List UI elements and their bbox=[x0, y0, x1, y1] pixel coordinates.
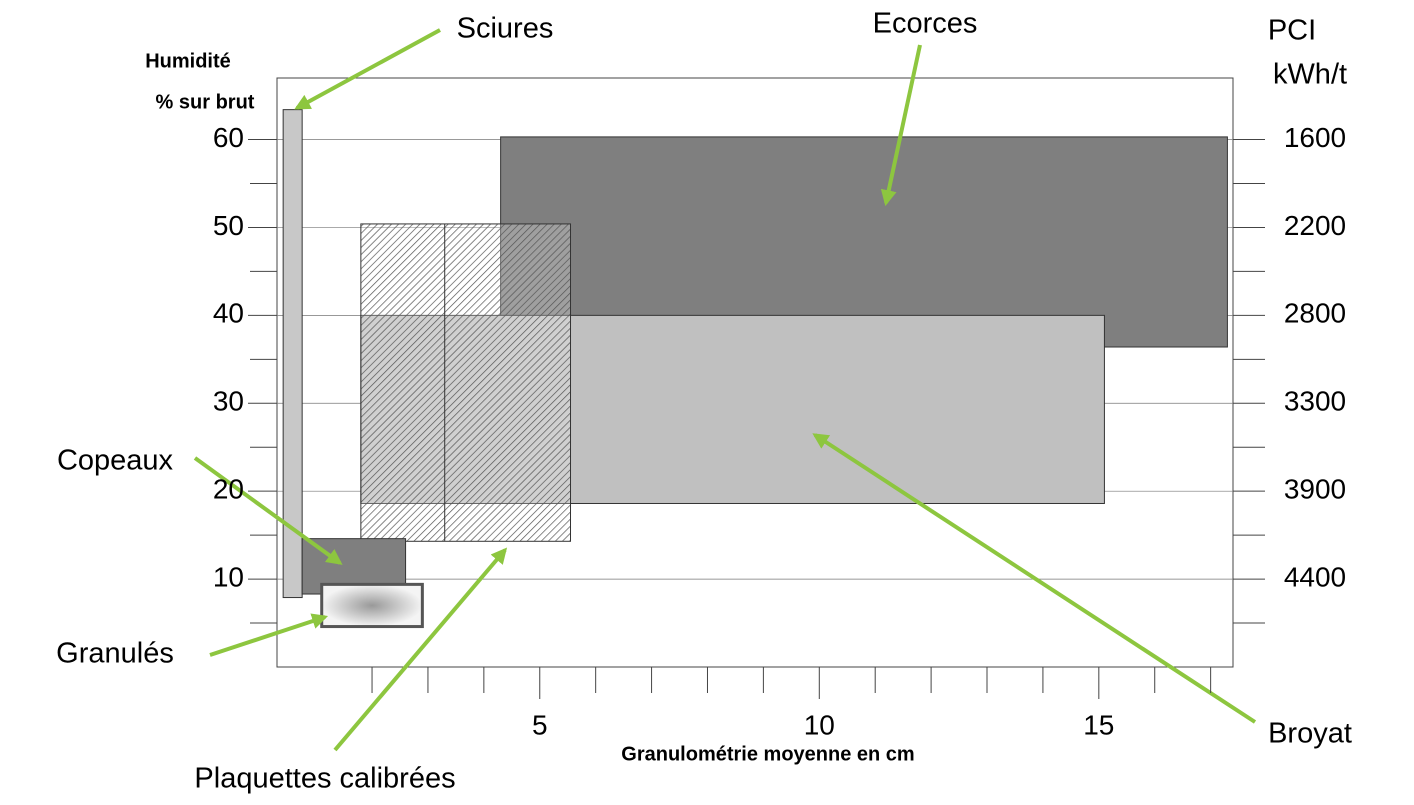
arrow bbox=[812, 433, 1257, 724]
y-tick-label: 60 bbox=[213, 122, 244, 153]
range-box bbox=[500, 136, 1228, 348]
y2-title: kWh/t bbox=[1273, 59, 1347, 91]
y-tick-label: 10 bbox=[213, 561, 244, 592]
y-tick-label: 50 bbox=[213, 210, 244, 241]
y-title: Humidité bbox=[145, 50, 231, 72]
y2-title: PCI bbox=[1268, 15, 1316, 47]
arrow bbox=[880, 44, 922, 207]
annotations: Sciures Ecorces Copeaux Granulés Plaquet… bbox=[56, 8, 1352, 795]
arrow bbox=[294, 28, 441, 110]
y-title: % sur brut bbox=[156, 91, 255, 113]
x-tick-label: 15 bbox=[1083, 709, 1114, 740]
label: Sciures bbox=[457, 13, 554, 45]
x-tick-label: 5 bbox=[532, 709, 548, 740]
y2-tick-label: 3300 bbox=[1284, 386, 1346, 417]
arrow bbox=[209, 613, 329, 657]
range-box bbox=[282, 109, 303, 599]
arrow bbox=[193, 456, 343, 565]
y2-tick-label: 1600 bbox=[1284, 122, 1346, 153]
y2-tick-label: 2200 bbox=[1284, 210, 1346, 241]
y-tick-label: 40 bbox=[213, 298, 244, 329]
label: Broyat bbox=[1268, 718, 1352, 750]
marks bbox=[282, 109, 1228, 629]
range-box bbox=[320, 582, 424, 629]
label: Plaquettes calibrées bbox=[194, 763, 455, 795]
y-tick-label: 30 bbox=[213, 386, 244, 417]
range-box bbox=[360, 223, 572, 542]
y2-tick-label: 3900 bbox=[1284, 474, 1346, 505]
label: Copeaux bbox=[57, 445, 174, 477]
label: Granulés bbox=[56, 638, 174, 670]
arrow bbox=[333, 547, 508, 752]
x-tick-label: 10 bbox=[804, 709, 835, 740]
label: Ecorces bbox=[873, 8, 978, 40]
y-tick-label: 20 bbox=[213, 474, 244, 505]
axis-titles: Humidité % sur brut PCI kWh/t Granulomét… bbox=[145, 15, 1347, 766]
x-title: Granulométrie moyenne en cm bbox=[621, 743, 914, 765]
y2-tick-label: 4400 bbox=[1284, 561, 1346, 592]
y2-tick-label: 2800 bbox=[1284, 298, 1346, 329]
